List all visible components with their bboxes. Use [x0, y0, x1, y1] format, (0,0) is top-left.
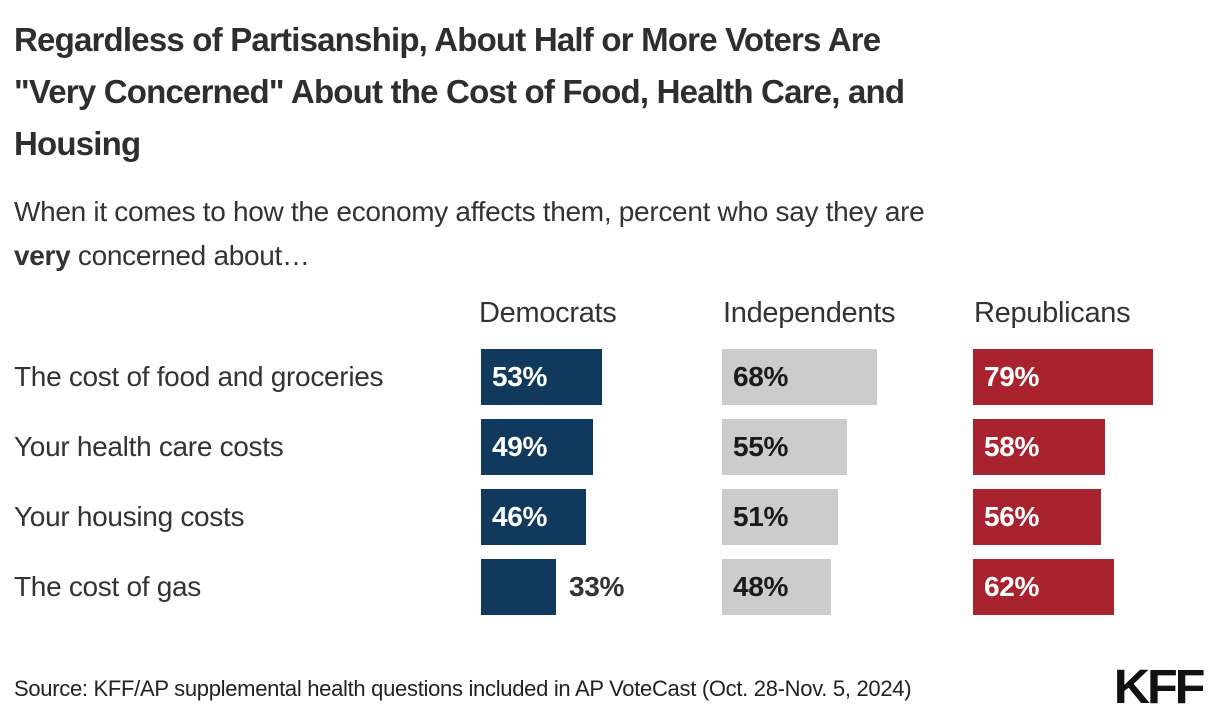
- chart-subtitle: When it comes to how the economy affects…: [14, 190, 1204, 278]
- chart-title-line-3: Housing: [14, 125, 141, 162]
- chart-title: Regardless of Partisanship, About Half o…: [14, 14, 1204, 170]
- bar-value-label: 46%: [492, 501, 548, 532]
- bar-value-label: 56%: [984, 501, 1040, 532]
- bar-cell-democrats: 46%: [481, 489, 586, 545]
- bar-value-label: 58%: [984, 431, 1040, 462]
- bar-cell-independents: 51%: [722, 489, 838, 545]
- bar-cell-republicans: 56%: [973, 489, 1101, 545]
- row-label: Your housing costs: [14, 501, 245, 532]
- bar-cell-independents: 55%: [722, 419, 847, 475]
- source-note: Source: KFF/AP supplemental health quest…: [14, 676, 912, 701]
- bar-cell-independents: 68%: [722, 349, 877, 405]
- bar-segment: 49%: [481, 419, 593, 475]
- bar-value-label: 68%: [733, 361, 789, 392]
- bar-segment: 58%: [973, 419, 1105, 475]
- column-header-republicans: Republicans: [974, 297, 1131, 329]
- bar-segment: 62%: [973, 559, 1114, 615]
- bar-value-label: 62%: [984, 571, 1040, 602]
- bar-segment: 46%: [481, 489, 586, 545]
- bar-cell-democrats: 49%: [481, 419, 593, 475]
- chart-rows: The cost of food and groceries 53% 68% 7…: [0, 349, 1220, 629]
- bar-cell-independents: 48%: [722, 559, 831, 615]
- bar-segment: [481, 559, 556, 615]
- bar-cell-republicans: 58%: [973, 419, 1105, 475]
- bar-value-label: 55%: [733, 431, 789, 462]
- column-headers: Democrats Independents Republicans: [0, 297, 1220, 335]
- bar-value-label: 51%: [733, 501, 789, 532]
- bar-cell-democrats: 33%: [481, 559, 624, 615]
- chart-title-line-2: "Very Concerned" About the Cost of Food,…: [14, 73, 905, 110]
- chart-row-housing: Your housing costs 46% 51% 56%: [0, 489, 1220, 545]
- bar-segment: 56%: [973, 489, 1101, 545]
- bar-value-label: 53%: [492, 361, 548, 392]
- column-header-independents: Independents: [723, 297, 896, 329]
- row-label: The cost of gas: [14, 571, 201, 602]
- bar-cell-republicans: 62%: [973, 559, 1114, 615]
- bar-cell-democrats: 53%: [481, 349, 602, 405]
- bar-segment: 51%: [722, 489, 838, 545]
- bar-segment: 79%: [973, 349, 1153, 405]
- chart-row-gas: The cost of gas 33% 48% 62%: [0, 559, 1220, 615]
- chart-row-food-groceries: The cost of food and groceries 53% 68% 7…: [0, 349, 1220, 405]
- bar-segment: 55%: [722, 419, 847, 475]
- row-label: Your health care costs: [14, 431, 284, 462]
- kff-logo: KFF: [1113, 661, 1205, 714]
- bar-value-label: 33%: [569, 571, 625, 602]
- chart-row-health-care: Your health care costs 49% 55% 58%: [0, 419, 1220, 475]
- subtitle-line-2-rest: concerned about…: [70, 240, 310, 271]
- bar-value-label: 79%: [984, 361, 1040, 392]
- bar-cell-republicans: 79%: [973, 349, 1153, 405]
- footer: Source: KFF/AP supplemental health quest…: [14, 661, 1205, 714]
- bar-segment: 53%: [481, 349, 602, 405]
- bar-segment: 68%: [722, 349, 877, 405]
- bar-segment: 48%: [722, 559, 831, 615]
- column-header-democrats: Democrats: [479, 297, 617, 329]
- subtitle-emphasis: very: [14, 240, 71, 271]
- bar-value-label: 48%: [733, 571, 789, 602]
- chart-subtitle-line-1: When it comes to how the economy affects…: [14, 196, 925, 227]
- row-label: The cost of food and groceries: [14, 361, 384, 392]
- chart-subtitle-line-2: very concerned about…: [14, 234, 1204, 278]
- chart-title-line-1: Regardless of Partisanship, About Half o…: [14, 21, 881, 58]
- bar-value-label: 49%: [492, 431, 548, 462]
